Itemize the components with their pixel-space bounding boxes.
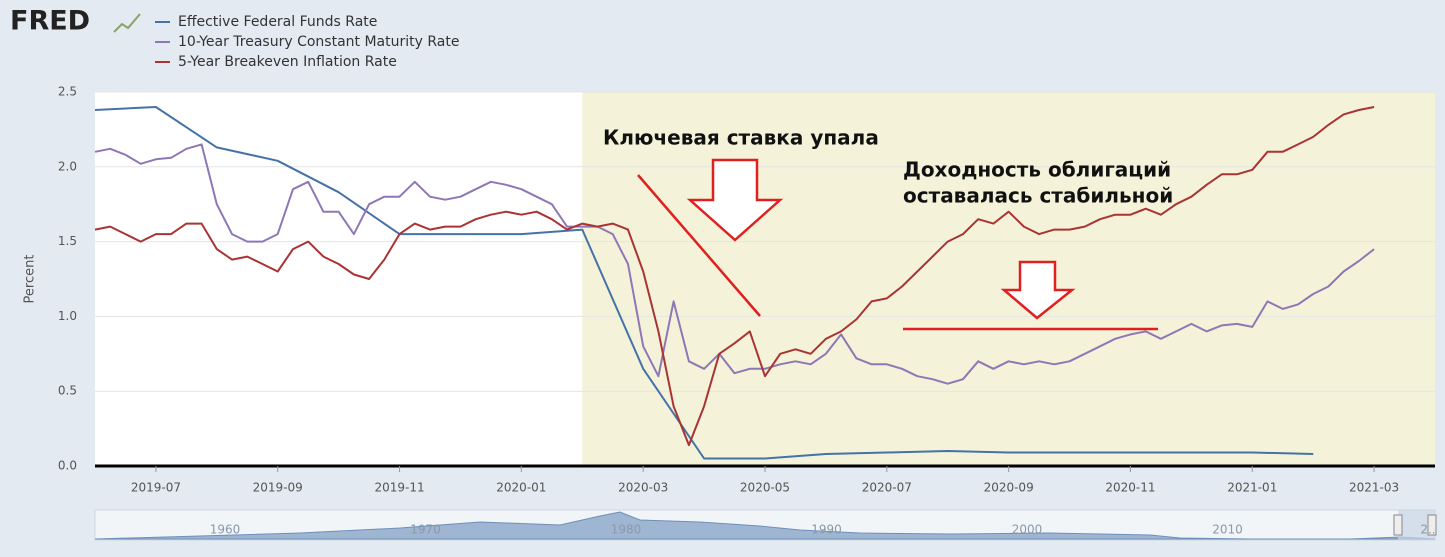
x-tick-label: 2021-03 (1349, 481, 1399, 495)
navigator-label: 2.. (1420, 523, 1435, 537)
navigator-handle[interactable] (1393, 514, 1403, 536)
x-tick-label: 2020-11 (1105, 481, 1155, 495)
y-tick-label: 1.0 (58, 309, 77, 323)
legend-label: Effective Federal Funds Rate (178, 14, 377, 30)
navigator-handle[interactable] (1427, 514, 1437, 536)
annotation-arrow (1000, 260, 1076, 320)
annotation-line (637, 174, 761, 317)
background-layer (582, 92, 1435, 466)
navigator-label: 1990 (811, 523, 842, 537)
series-line (94, 143, 1375, 385)
y-tick-label: 0.5 (58, 384, 77, 398)
navigator-label: 2010 (1212, 523, 1243, 537)
navigator-label: 1980 (611, 523, 642, 537)
x-tick-label: 2020-05 (740, 481, 790, 495)
annotation: оставалась стабильной (903, 184, 1173, 208)
navigator-area (94, 511, 1436, 540)
x-tick-label: 2020-01 (496, 481, 546, 495)
x-tick-label: 2020-09 (984, 481, 1034, 495)
x-tick-label: 2019-09 (253, 481, 303, 495)
y-tick-label: 1.5 (58, 234, 77, 248)
navigator-label: 1960 (210, 523, 241, 537)
highlight-band (582, 92, 1435, 466)
navigator-label: 2000 (1012, 523, 1043, 537)
logo-icon (113, 13, 141, 33)
series-line (94, 106, 1375, 447)
annotation: Ключевая ставка упала (603, 126, 879, 150)
y-tick-label: 2.5 (58, 85, 77, 99)
y-tick-label: 2.0 (58, 159, 77, 173)
x-tick-label: 2019-11 (374, 481, 424, 495)
navigator-labels: 1960 1970 1980 1990 2000 2010 2.. (210, 523, 1436, 537)
x-tick-label: 2020-07 (862, 481, 912, 495)
y-tick-label: 0.0 (58, 459, 77, 473)
annotation-arrow (686, 158, 784, 242)
x-tick-label: 2019-07 (131, 481, 181, 495)
navigator-label: 1970 (410, 523, 441, 537)
lines-layer (94, 106, 1375, 460)
x-tick-label: 2020-03 (618, 481, 668, 495)
series-line (94, 106, 1314, 460)
y-axis-label: Percent (23, 255, 38, 304)
logo: FRED (10, 6, 90, 37)
x-tick-label: 2021-01 (1227, 481, 1277, 495)
legend-label: 10-Year Treasury Constant Maturity Rate (178, 34, 459, 50)
legend-label: 5-Year Breakeven Inflation Rate (178, 54, 397, 70)
annotation: Доходность облигаций (903, 158, 1171, 182)
